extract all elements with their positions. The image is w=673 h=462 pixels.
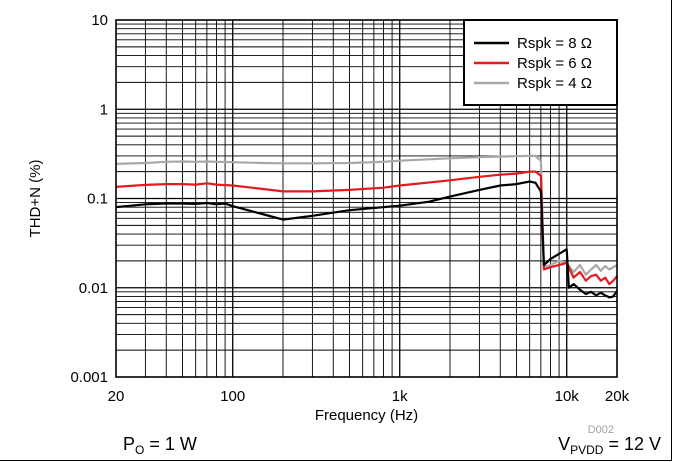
supply-voltage-condition: VPVDD = 12 V <box>558 434 661 457</box>
legend-label: Rspk = 6 Ω <box>517 55 592 72</box>
series-line-3 <box>115 154 618 276</box>
x-tick-label: 20 <box>108 388 125 405</box>
y-tick-label: 10 <box>91 12 108 29</box>
y-tick-label: 0.1 <box>87 191 108 208</box>
series-line-2 <box>115 170 618 286</box>
x-axis-title: Frequency (Hz) <box>315 407 418 424</box>
legend-label: Rspk = 8 Ω <box>517 35 592 52</box>
figure-code: D002 <box>588 424 614 436</box>
x-tick-label: 1k <box>392 388 408 405</box>
legend-label: Rspk = 4 Ω <box>517 75 592 92</box>
series-line-1 <box>115 180 618 299</box>
output-power-condition: PO = 1 W <box>123 434 197 457</box>
x-tick-label: 10k <box>555 388 580 405</box>
x-tick-label: 20k <box>605 388 630 405</box>
y-tick-label: 0.001 <box>70 369 108 386</box>
x-tick-labels: 20 100 1k 10k 20k <box>108 388 630 405</box>
y-tick-label: 0.01 <box>79 280 108 297</box>
y-tick-label: 1 <box>100 101 108 118</box>
series-lines <box>115 154 618 299</box>
y-tick-labels: 0.001 0.01 0.1 1 10 <box>70 12 108 386</box>
legend: Rspk = 8 Ω Rspk = 6 Ω Rspk = 4 Ω <box>463 19 618 106</box>
y-axis-title: THD+N (%) <box>27 160 44 238</box>
plot-area-border <box>115 19 618 378</box>
x-tick-label: 100 <box>220 388 245 405</box>
